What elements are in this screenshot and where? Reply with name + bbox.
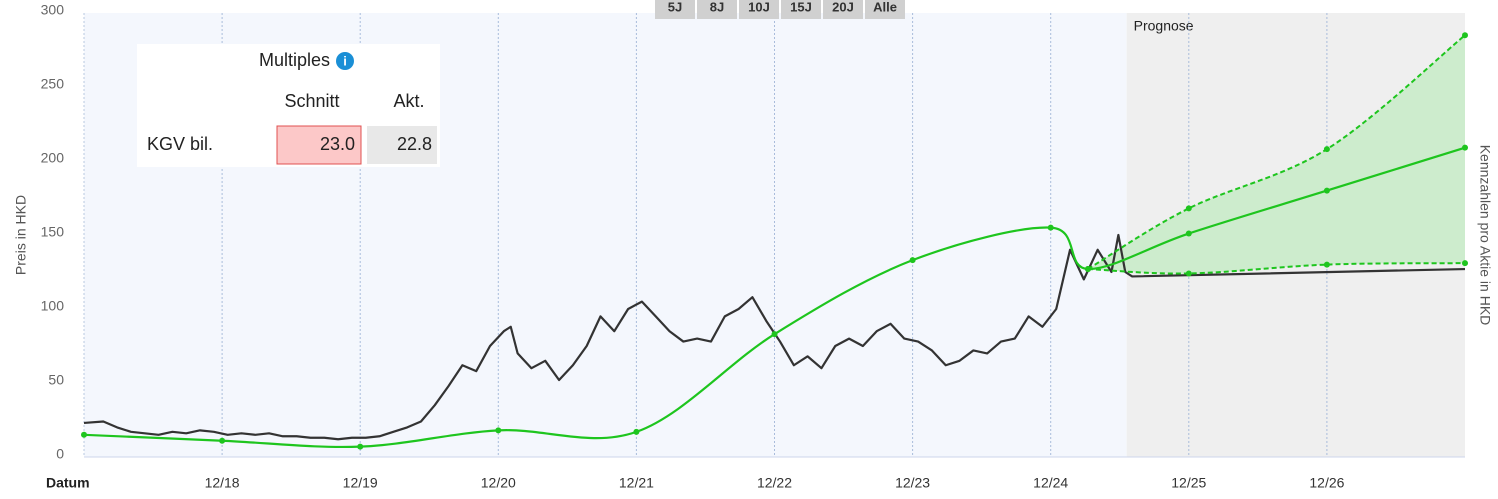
range-button[interactable]	[739, 0, 779, 19]
point	[1323, 261, 1330, 268]
y-tick-label: 300	[41, 2, 65, 18]
line	[83, 233, 1466, 441]
y-tick-label: 50	[48, 372, 64, 388]
point	[1047, 224, 1054, 231]
point	[633, 428, 640, 435]
x-axis-label: Datum	[46, 475, 90, 491]
point	[1185, 205, 1192, 212]
cell-current	[367, 126, 437, 164]
multiples-title: Multiples	[259, 50, 330, 70]
point	[1323, 187, 1330, 194]
x-tick-label: 12/23	[895, 475, 930, 491]
range-button[interactable]	[823, 0, 863, 19]
x-tick-label: 12/25	[1171, 475, 1206, 491]
forecast-label: Prognose	[1134, 18, 1194, 34]
row-label: KGV bil.	[147, 134, 213, 154]
x-tick-label: 12/22	[757, 475, 792, 491]
x-tick-label: 12/26	[1309, 475, 1344, 491]
y-tick-label: 200	[41, 150, 65, 166]
range-button-label[interactable]: 20J	[832, 0, 854, 14]
cell-average	[276, 125, 362, 165]
point	[771, 331, 778, 338]
x-tick-label: 12/24	[1033, 475, 1068, 491]
column-header: Schnitt	[284, 91, 339, 111]
point	[1462, 260, 1468, 267]
point	[1462, 144, 1468, 151]
range-button[interactable]	[781, 0, 821, 19]
range-button-label[interactable]: 15J	[790, 0, 812, 14]
column-header: Akt.	[393, 91, 424, 111]
x-tick-label: 12/21	[619, 475, 654, 491]
forecast-line	[1087, 34, 1466, 270]
y-axis-label: Preis in HKD	[13, 195, 29, 275]
range-button[interactable]	[697, 0, 737, 19]
point	[357, 443, 364, 450]
x-tick-label: 12/19	[343, 475, 378, 491]
line	[83, 146, 1466, 449]
forecast-band	[1087, 35, 1465, 274]
point	[495, 427, 502, 434]
info-icon[interactable]	[336, 52, 354, 70]
info-icon-glyph[interactable]: i	[343, 53, 347, 68]
point	[219, 437, 226, 444]
cell-value: 22.8	[397, 134, 432, 154]
cell-value: 23.0	[320, 134, 355, 154]
y-tick-label: 250	[41, 76, 65, 92]
y-tick-label: 100	[41, 298, 65, 314]
range-button[interactable]	[655, 0, 695, 19]
point	[1084, 266, 1091, 273]
point	[1462, 32, 1468, 39]
point	[1185, 270, 1192, 277]
point	[81, 431, 87, 438]
x-tick-label: 12/20	[481, 475, 516, 491]
range-button-label[interactable]: 5J	[668, 0, 682, 14]
y-tick-label: 0	[56, 446, 64, 462]
range-button-label[interactable]: 8J	[710, 0, 724, 14]
x-tick-label: 12/18	[205, 475, 240, 491]
point	[1185, 230, 1192, 237]
range-button[interactable]	[865, 0, 905, 19]
y-tick-label: 150	[41, 224, 65, 240]
range-button-label[interactable]: Alle	[873, 0, 897, 14]
y2-axis-label: Kennzahlen pro Aktie in HKD	[1477, 145, 1493, 326]
point	[909, 257, 916, 264]
point	[1323, 146, 1330, 153]
range-button-label[interactable]: 10J	[748, 0, 770, 14]
